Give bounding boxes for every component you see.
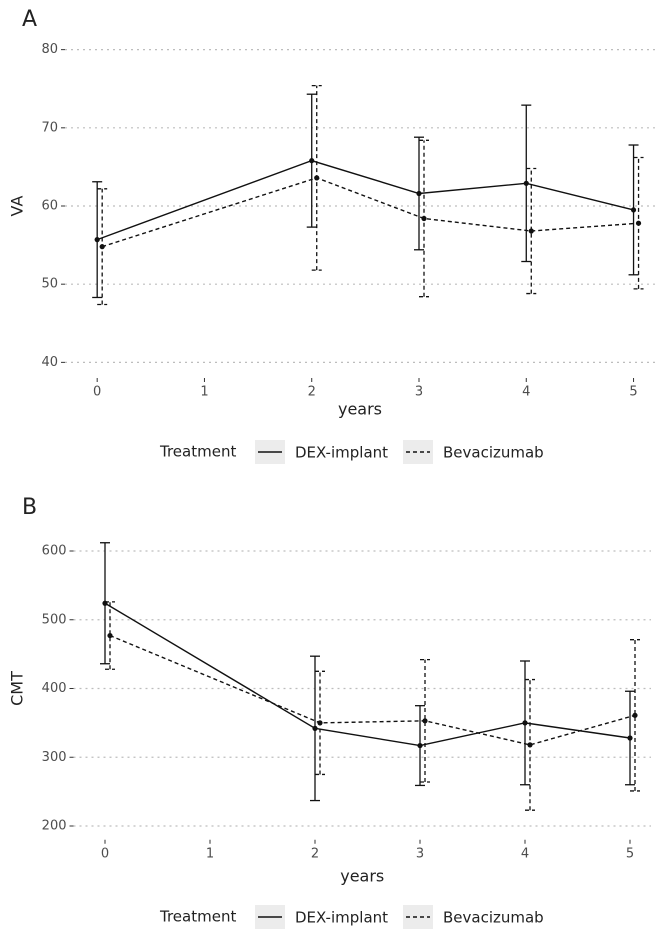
y-axis-title: CMT	[8, 671, 27, 706]
panel-label: B	[22, 495, 37, 520]
point	[317, 720, 323, 726]
point	[632, 712, 638, 718]
point	[627, 735, 633, 741]
point	[314, 175, 320, 181]
legend-label: Bevacizumab	[443, 909, 544, 927]
series-line	[101, 177, 639, 248]
point	[522, 720, 528, 726]
panel-label: A	[22, 7, 37, 32]
point	[94, 237, 100, 243]
series-line	[104, 602, 631, 747]
point	[422, 718, 428, 724]
x-tick-label: 3	[416, 846, 424, 861]
point	[99, 244, 105, 250]
legend-label: DEX-implant	[295, 444, 388, 462]
series-line	[109, 634, 636, 746]
legend-title: Treatment	[159, 443, 236, 461]
point	[417, 742, 423, 749]
y-tick-label: 400	[42, 681, 67, 696]
x-tick-label: 5	[629, 385, 637, 400]
y-tick-label: 40	[41, 355, 58, 370]
point	[312, 725, 318, 731]
x-tick-label: 5	[626, 846, 634, 861]
x-tick-label: 2	[308, 385, 316, 400]
y-tick-label: 70	[41, 120, 58, 135]
x-axis-title: years	[340, 867, 384, 886]
x-tick-label: 4	[522, 385, 530, 400]
y-tick-label: 500	[42, 612, 67, 627]
point	[528, 228, 534, 234]
y-axis-title: VA	[8, 196, 27, 217]
point	[630, 207, 637, 213]
y-tick-label: 200	[42, 819, 67, 834]
x-tick-label: 2	[311, 846, 319, 861]
legend-title: Treatment	[159, 908, 236, 926]
legend-label: Bevacizumab	[443, 444, 544, 462]
x-axis-title: years	[338, 400, 382, 419]
x-tick-label: 1	[200, 385, 208, 400]
point	[107, 632, 113, 639]
point	[527, 742, 533, 748]
point	[635, 220, 642, 226]
point	[523, 180, 529, 186]
x-tick-label: 4	[521, 846, 529, 861]
x-tick-label: 0	[101, 846, 109, 861]
y-tick-label: 80	[41, 42, 58, 57]
x-tick-label: 1	[206, 846, 214, 861]
x-tick-label: 3	[415, 385, 423, 400]
y-tick-label: 600	[42, 544, 67, 559]
y-tick-label: 60	[41, 199, 58, 214]
y-tick-label: 300	[42, 750, 67, 765]
y-tick-label: 50	[41, 277, 58, 292]
series-line	[96, 159, 634, 241]
legend-label: DEX-implant	[295, 909, 388, 927]
point	[416, 190, 422, 197]
x-tick-label: 0	[93, 385, 101, 400]
point	[309, 158, 315, 164]
point	[421, 215, 427, 222]
